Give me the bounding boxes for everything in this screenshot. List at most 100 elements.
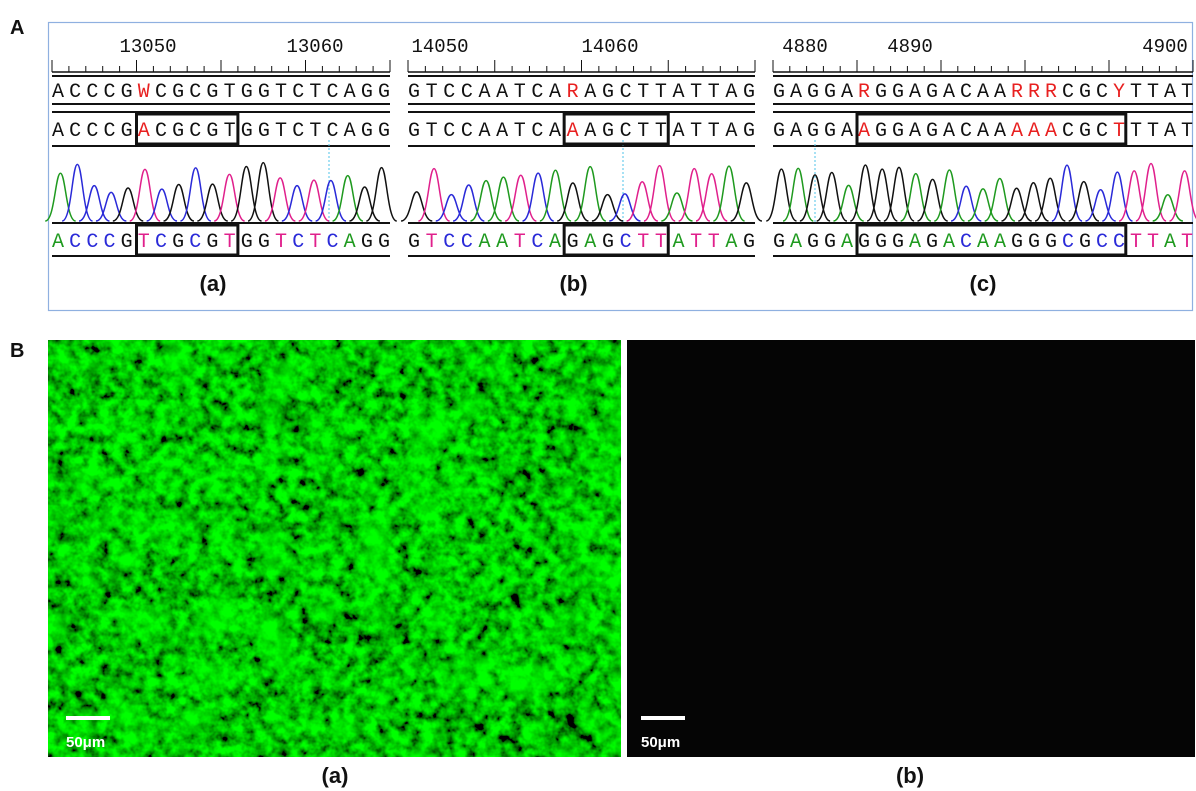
base: A: [1164, 231, 1176, 254]
trace-peak: [264, 177, 296, 222]
trace-peak: [591, 193, 624, 222]
trace-peak: [163, 183, 195, 222]
ruler-label: 4900: [1142, 36, 1188, 58]
ruler-label: 4890: [887, 36, 933, 58]
trace-peak: [487, 176, 520, 222]
base: C: [1062, 231, 1074, 254]
base: G: [1011, 231, 1023, 254]
base: T: [1147, 231, 1159, 254]
trace-peak: [298, 179, 330, 222]
sequence-segment: AAA: [1011, 120, 1057, 143]
base: G: [206, 231, 218, 254]
base: G: [172, 231, 184, 254]
trace-peak: [213, 173, 246, 222]
trace-peak: [1118, 170, 1150, 222]
base: A: [909, 231, 921, 254]
sequence-segment: T: [1113, 120, 1125, 143]
highlight-box: [135, 223, 240, 257]
trace-peak: [833, 184, 865, 222]
base: C: [443, 231, 455, 254]
trace-peak: [866, 168, 898, 222]
base: A: [994, 231, 1006, 254]
trace-peak: [730, 182, 763, 222]
base: C: [189, 231, 201, 254]
trace-peak: [452, 184, 485, 222]
image-caption: (a): [322, 763, 349, 788]
base: G: [378, 231, 390, 254]
base: A: [672, 231, 684, 254]
base: A: [496, 231, 508, 254]
sequence-segment: CGCGTGGTCTCAGG: [155, 120, 390, 143]
base: G: [824, 231, 836, 254]
trace-peak: [470, 179, 503, 222]
trace-peak: [1001, 187, 1033, 222]
ruler-label: 14050: [411, 36, 468, 58]
base: G: [121, 231, 133, 254]
sequence-segment: AGCTTATTAG: [584, 81, 755, 104]
base: A: [52, 231, 64, 254]
base: G: [858, 231, 870, 254]
highlight-box: [135, 112, 240, 146]
base: T: [224, 231, 236, 254]
trace-peak: [146, 188, 178, 222]
micrograph-dark: [627, 340, 1195, 757]
micrograph-gfp-texture: [48, 340, 621, 757]
base: A: [943, 231, 955, 254]
trace-peak: [1135, 162, 1167, 222]
base: T: [708, 231, 720, 254]
scale-label: 50μm: [641, 734, 680, 751]
trace-peak: [1051, 164, 1083, 222]
trace-peak: [984, 177, 1016, 222]
base: G: [567, 231, 579, 254]
trace-peak: [504, 174, 537, 222]
trace-peak: [180, 167, 212, 222]
base: G: [361, 231, 373, 254]
base: G: [1079, 231, 1091, 254]
trace-peak: [349, 186, 381, 222]
base: G: [602, 231, 614, 254]
sequence-segment: GAGGA: [773, 120, 853, 143]
trace-peak: [522, 172, 555, 222]
panel-label: A: [10, 17, 24, 39]
base: G: [875, 231, 887, 254]
base: G: [1045, 231, 1057, 254]
trace-peak: [917, 178, 949, 222]
highlight-box: [562, 112, 670, 146]
base: G: [773, 231, 785, 254]
base: T: [690, 231, 702, 254]
base: A: [584, 231, 596, 254]
trace-peak: [712, 165, 745, 222]
sequence-row: GAGGA R GGAGACAA RRR CGC Y TTAT: [773, 81, 1193, 104]
panel-caption: (b): [559, 271, 587, 296]
base: C: [327, 231, 339, 254]
trace-peak: [1101, 171, 1133, 222]
sequence-segment: A: [138, 120, 150, 143]
trace-peak: [365, 166, 398, 222]
base: G: [926, 231, 938, 254]
trace-peak: [643, 164, 676, 222]
sequence-segment: Y: [1113, 81, 1125, 104]
trace-peak: [556, 182, 589, 222]
sequence-segment: GAGGA: [773, 81, 853, 104]
ruler-label: 13060: [286, 36, 343, 58]
base: G: [1028, 231, 1040, 254]
trace-peak: [1017, 182, 1049, 222]
base: C: [461, 231, 473, 254]
trace-peak: [626, 180, 659, 222]
sequence-segment: TTAT: [1130, 120, 1193, 143]
highlight-box: [855, 223, 1128, 257]
base: A: [344, 231, 356, 254]
sequence-segment: RRR: [1011, 81, 1057, 104]
base: T: [309, 231, 321, 254]
sequence-row: ACCCG W CGCGTGGTCTCAGG: [52, 81, 390, 104]
base: T: [138, 231, 150, 254]
fluorescence-panels: 50μm 50μm (a) (b): [48, 340, 1195, 788]
base: T: [655, 231, 667, 254]
base: C: [155, 231, 167, 254]
trace-peak: [95, 191, 127, 222]
scale-bar: [641, 716, 685, 720]
panel-caption: (a): [200, 271, 227, 296]
